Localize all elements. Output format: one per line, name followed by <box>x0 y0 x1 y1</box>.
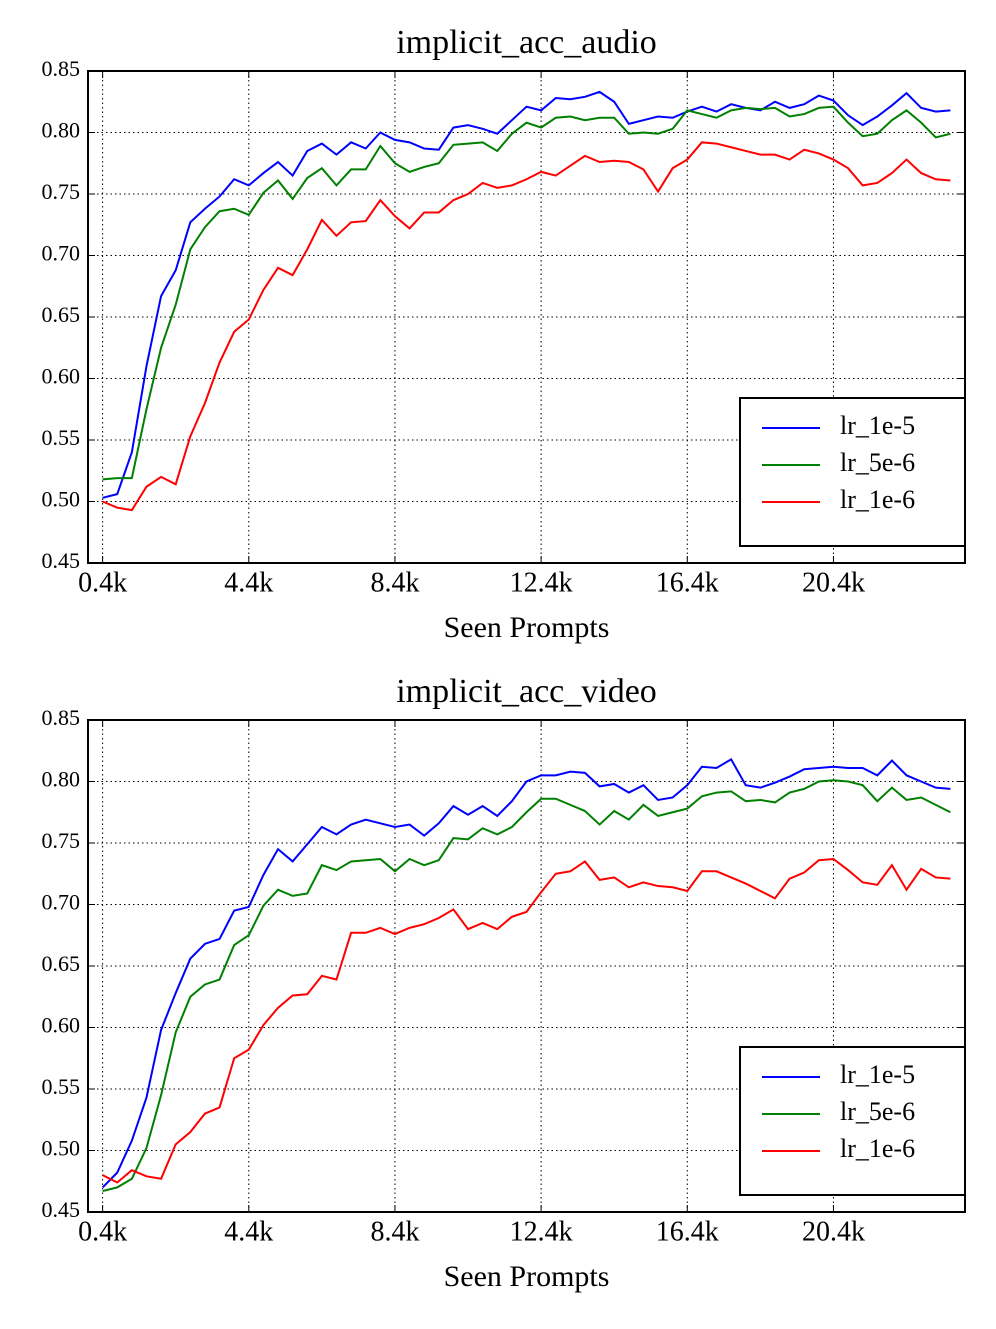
legend-label: lr_1e-5 <box>840 1060 915 1089</box>
data-line <box>101 757 951 1189</box>
legend-label: lr_1e-5 <box>840 411 915 440</box>
legend-box <box>739 397 966 547</box>
data-line <box>102 141 951 512</box>
y-tick-label: 0.75 <box>42 179 81 204</box>
y-tick-label: 0.50 <box>42 487 81 512</box>
y-tick-label: 0.70 <box>42 241 81 266</box>
x-tick-label: 12.4k <box>510 567 573 598</box>
plot-frame <box>87 719 966 1213</box>
legend-label: lr_1e-6 <box>840 485 915 514</box>
y-tick-label: 0.60 <box>42 1013 81 1038</box>
y-tick-label: 0.80 <box>42 118 81 143</box>
x-tick-label: 16.4k <box>656 567 719 598</box>
data-line <box>102 90 951 499</box>
legend-label: lr_5e-6 <box>840 1097 915 1126</box>
chart-title: implicit_acc_video <box>396 673 657 710</box>
legend-label: lr_1e-6 <box>840 1134 915 1163</box>
y-tick-label: 0.85 <box>42 705 81 730</box>
x-tick-label: 0.4k <box>78 1216 127 1247</box>
plot-frame <box>87 70 966 564</box>
y-tick-label: 0.50 <box>42 1136 81 1161</box>
y-tick-label: 0.60 <box>42 364 81 389</box>
y-tick-label: 0.70 <box>42 890 81 915</box>
y-tick-label: 0.55 <box>42 425 81 450</box>
y-tick-label: 0.85 <box>42 56 81 81</box>
y-tick-label: 0.45 <box>42 1197 81 1222</box>
y-tick-label: 0.45 <box>42 548 81 573</box>
data-line <box>102 857 951 1184</box>
chart-title: implicit_acc_audio <box>396 24 657 61</box>
legend-box <box>739 1046 966 1196</box>
x-tick-label: 8.4k <box>370 567 419 598</box>
x-tick-label: 20.4k <box>802 567 865 598</box>
data-line <box>102 105 951 481</box>
legend-label: lr_5e-6 <box>840 448 915 477</box>
x-tick-label: 16.4k <box>656 1216 719 1247</box>
x-tick-label: 20.4k <box>802 1216 865 1247</box>
x-axis-label: Seen Prompts <box>444 1260 610 1293</box>
y-tick-label: 0.65 <box>42 302 81 327</box>
x-axis-label: Seen Prompts <box>444 611 610 644</box>
y-tick-label: 0.80 <box>42 767 81 792</box>
x-tick-label: 4.4k <box>224 567 273 598</box>
x-tick-label: 8.4k <box>370 1216 419 1247</box>
y-tick-label: 0.65 <box>42 951 81 976</box>
x-tick-label: 4.4k <box>224 1216 273 1247</box>
data-line <box>102 779 951 1193</box>
x-tick-label: 12.4k <box>510 1216 573 1247</box>
x-tick-label: 0.4k <box>78 567 127 598</box>
y-tick-label: 0.75 <box>42 828 81 853</box>
y-tick-label: 0.55 <box>42 1074 81 1099</box>
